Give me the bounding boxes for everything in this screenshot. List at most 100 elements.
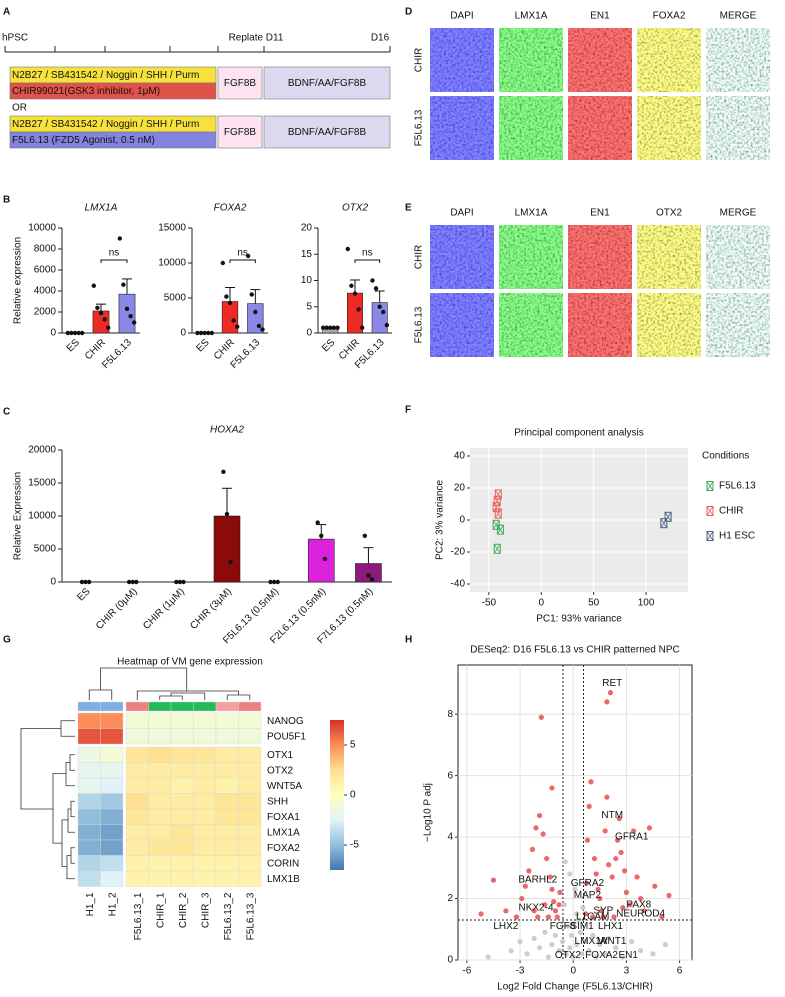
marker-box bbox=[493, 543, 501, 554]
data-point bbox=[202, 330, 207, 336]
y-tick-label: 4 bbox=[447, 832, 453, 843]
heatmap-cell bbox=[170, 728, 194, 745]
heatmap-cell bbox=[100, 839, 124, 856]
data-point bbox=[630, 828, 637, 834]
marker-cross bbox=[706, 506, 714, 516]
marker-cross bbox=[497, 524, 504, 535]
chart-title: HOXA2 bbox=[210, 425, 244, 436]
heatmap-cell bbox=[170, 855, 194, 872]
data-point bbox=[593, 954, 599, 960]
step-box bbox=[217, 66, 263, 100]
data-point bbox=[496, 524, 504, 535]
data-point bbox=[249, 292, 254, 297]
channel-label: MERGE bbox=[720, 208, 757, 219]
data-point bbox=[565, 923, 571, 929]
x-tick-label: 3 bbox=[624, 966, 630, 977]
data-point bbox=[584, 837, 591, 843]
data-point bbox=[583, 911, 589, 917]
heatmap-cell bbox=[77, 855, 101, 872]
micrograph bbox=[430, 293, 494, 357]
heatmap-cell bbox=[238, 762, 262, 779]
legend-label: CHIR bbox=[719, 506, 743, 517]
data-point bbox=[562, 859, 568, 865]
column-label: CHIR_1 bbox=[155, 892, 166, 928]
heatmap-cell bbox=[215, 777, 239, 794]
row-label: OTX2 bbox=[267, 765, 294, 776]
chart-title: DESeq2: D16 F5L6.13 vs CHIR patterned NP… bbox=[470, 645, 680, 656]
heatmap-cell bbox=[148, 728, 172, 745]
heatmap-cell bbox=[170, 839, 194, 856]
data-point bbox=[335, 325, 340, 330]
data-point bbox=[706, 481, 714, 491]
y-tick-label: 2000 bbox=[34, 307, 57, 318]
data-point bbox=[568, 932, 575, 939]
column-label: F5L6.13_2 bbox=[223, 892, 234, 940]
heatmap-cell bbox=[148, 793, 172, 810]
panel-label: G bbox=[3, 635, 11, 646]
step-text: FGF8B bbox=[224, 78, 257, 89]
x-tick-label: CHIR (3μM) bbox=[188, 586, 234, 632]
data-point bbox=[554, 914, 560, 920]
legend-title: Conditions bbox=[702, 451, 749, 462]
bar bbox=[355, 563, 382, 583]
gene-label: BARHL2 bbox=[518, 875, 557, 886]
y-tick-label: -20 bbox=[451, 547, 466, 558]
micrograph bbox=[706, 96, 770, 160]
y-tick-label: -40 bbox=[451, 579, 466, 590]
dendrogram bbox=[20, 728, 61, 810]
heatmap-cell bbox=[77, 870, 101, 887]
heatmap-cell bbox=[77, 762, 101, 779]
data-point bbox=[121, 282, 126, 287]
channel-label: OTX2 bbox=[656, 208, 683, 219]
data-point bbox=[561, 902, 567, 908]
data-point bbox=[117, 236, 123, 241]
data-point bbox=[540, 831, 546, 837]
timeline-label: D16 bbox=[371, 33, 390, 44]
data-point bbox=[556, 902, 562, 908]
data-point bbox=[600, 914, 606, 920]
data-point bbox=[611, 914, 617, 920]
x-tick-label: -50 bbox=[482, 598, 497, 609]
heatmap-cell bbox=[238, 808, 262, 825]
heatmap-cell bbox=[100, 728, 124, 745]
gene-label: LMX1A bbox=[575, 936, 608, 947]
data-point bbox=[181, 579, 186, 585]
y-tick-label: 0 bbox=[50, 328, 56, 339]
data-point bbox=[545, 914, 552, 920]
marker-cross bbox=[706, 481, 714, 491]
data-point bbox=[618, 849, 624, 856]
heatmap-cell bbox=[215, 728, 239, 745]
chart-title: Principal component analysis bbox=[514, 428, 644, 439]
heatmap-cell bbox=[148, 824, 172, 841]
heatmap-cell bbox=[215, 762, 239, 779]
significance-label: ns bbox=[109, 248, 120, 259]
heatmap-cell bbox=[148, 712, 172, 729]
data-point bbox=[490, 877, 497, 883]
y-tick-label: 10 bbox=[301, 275, 313, 286]
step-box bbox=[263, 66, 391, 100]
heatmap-cell bbox=[193, 762, 217, 779]
heatmap-cell bbox=[77, 777, 101, 794]
data-point bbox=[124, 306, 130, 312]
data-point bbox=[586, 803, 592, 809]
data-point bbox=[366, 573, 371, 578]
data-point bbox=[69, 330, 74, 336]
marker-cross bbox=[706, 531, 714, 541]
data-point bbox=[134, 579, 139, 585]
data-point bbox=[221, 469, 226, 474]
data-point bbox=[275, 579, 280, 585]
column-label: F5L6.13_1 bbox=[133, 892, 144, 940]
heatmap-cell bbox=[125, 870, 149, 887]
heatmap-cell bbox=[170, 762, 194, 779]
colorbar-label: -5 bbox=[350, 840, 359, 851]
data-point bbox=[597, 942, 603, 948]
y-tick-label: 2 bbox=[447, 893, 453, 904]
data-point bbox=[574, 942, 580, 948]
y-tick-label: 20 bbox=[454, 483, 466, 494]
row-label: F5L6.13 bbox=[414, 306, 425, 343]
column-annotation bbox=[100, 701, 124, 712]
gene-label: LHX1 bbox=[598, 921, 623, 932]
heatmap-cell bbox=[193, 855, 217, 872]
x-tick-label: -6 bbox=[462, 966, 471, 977]
